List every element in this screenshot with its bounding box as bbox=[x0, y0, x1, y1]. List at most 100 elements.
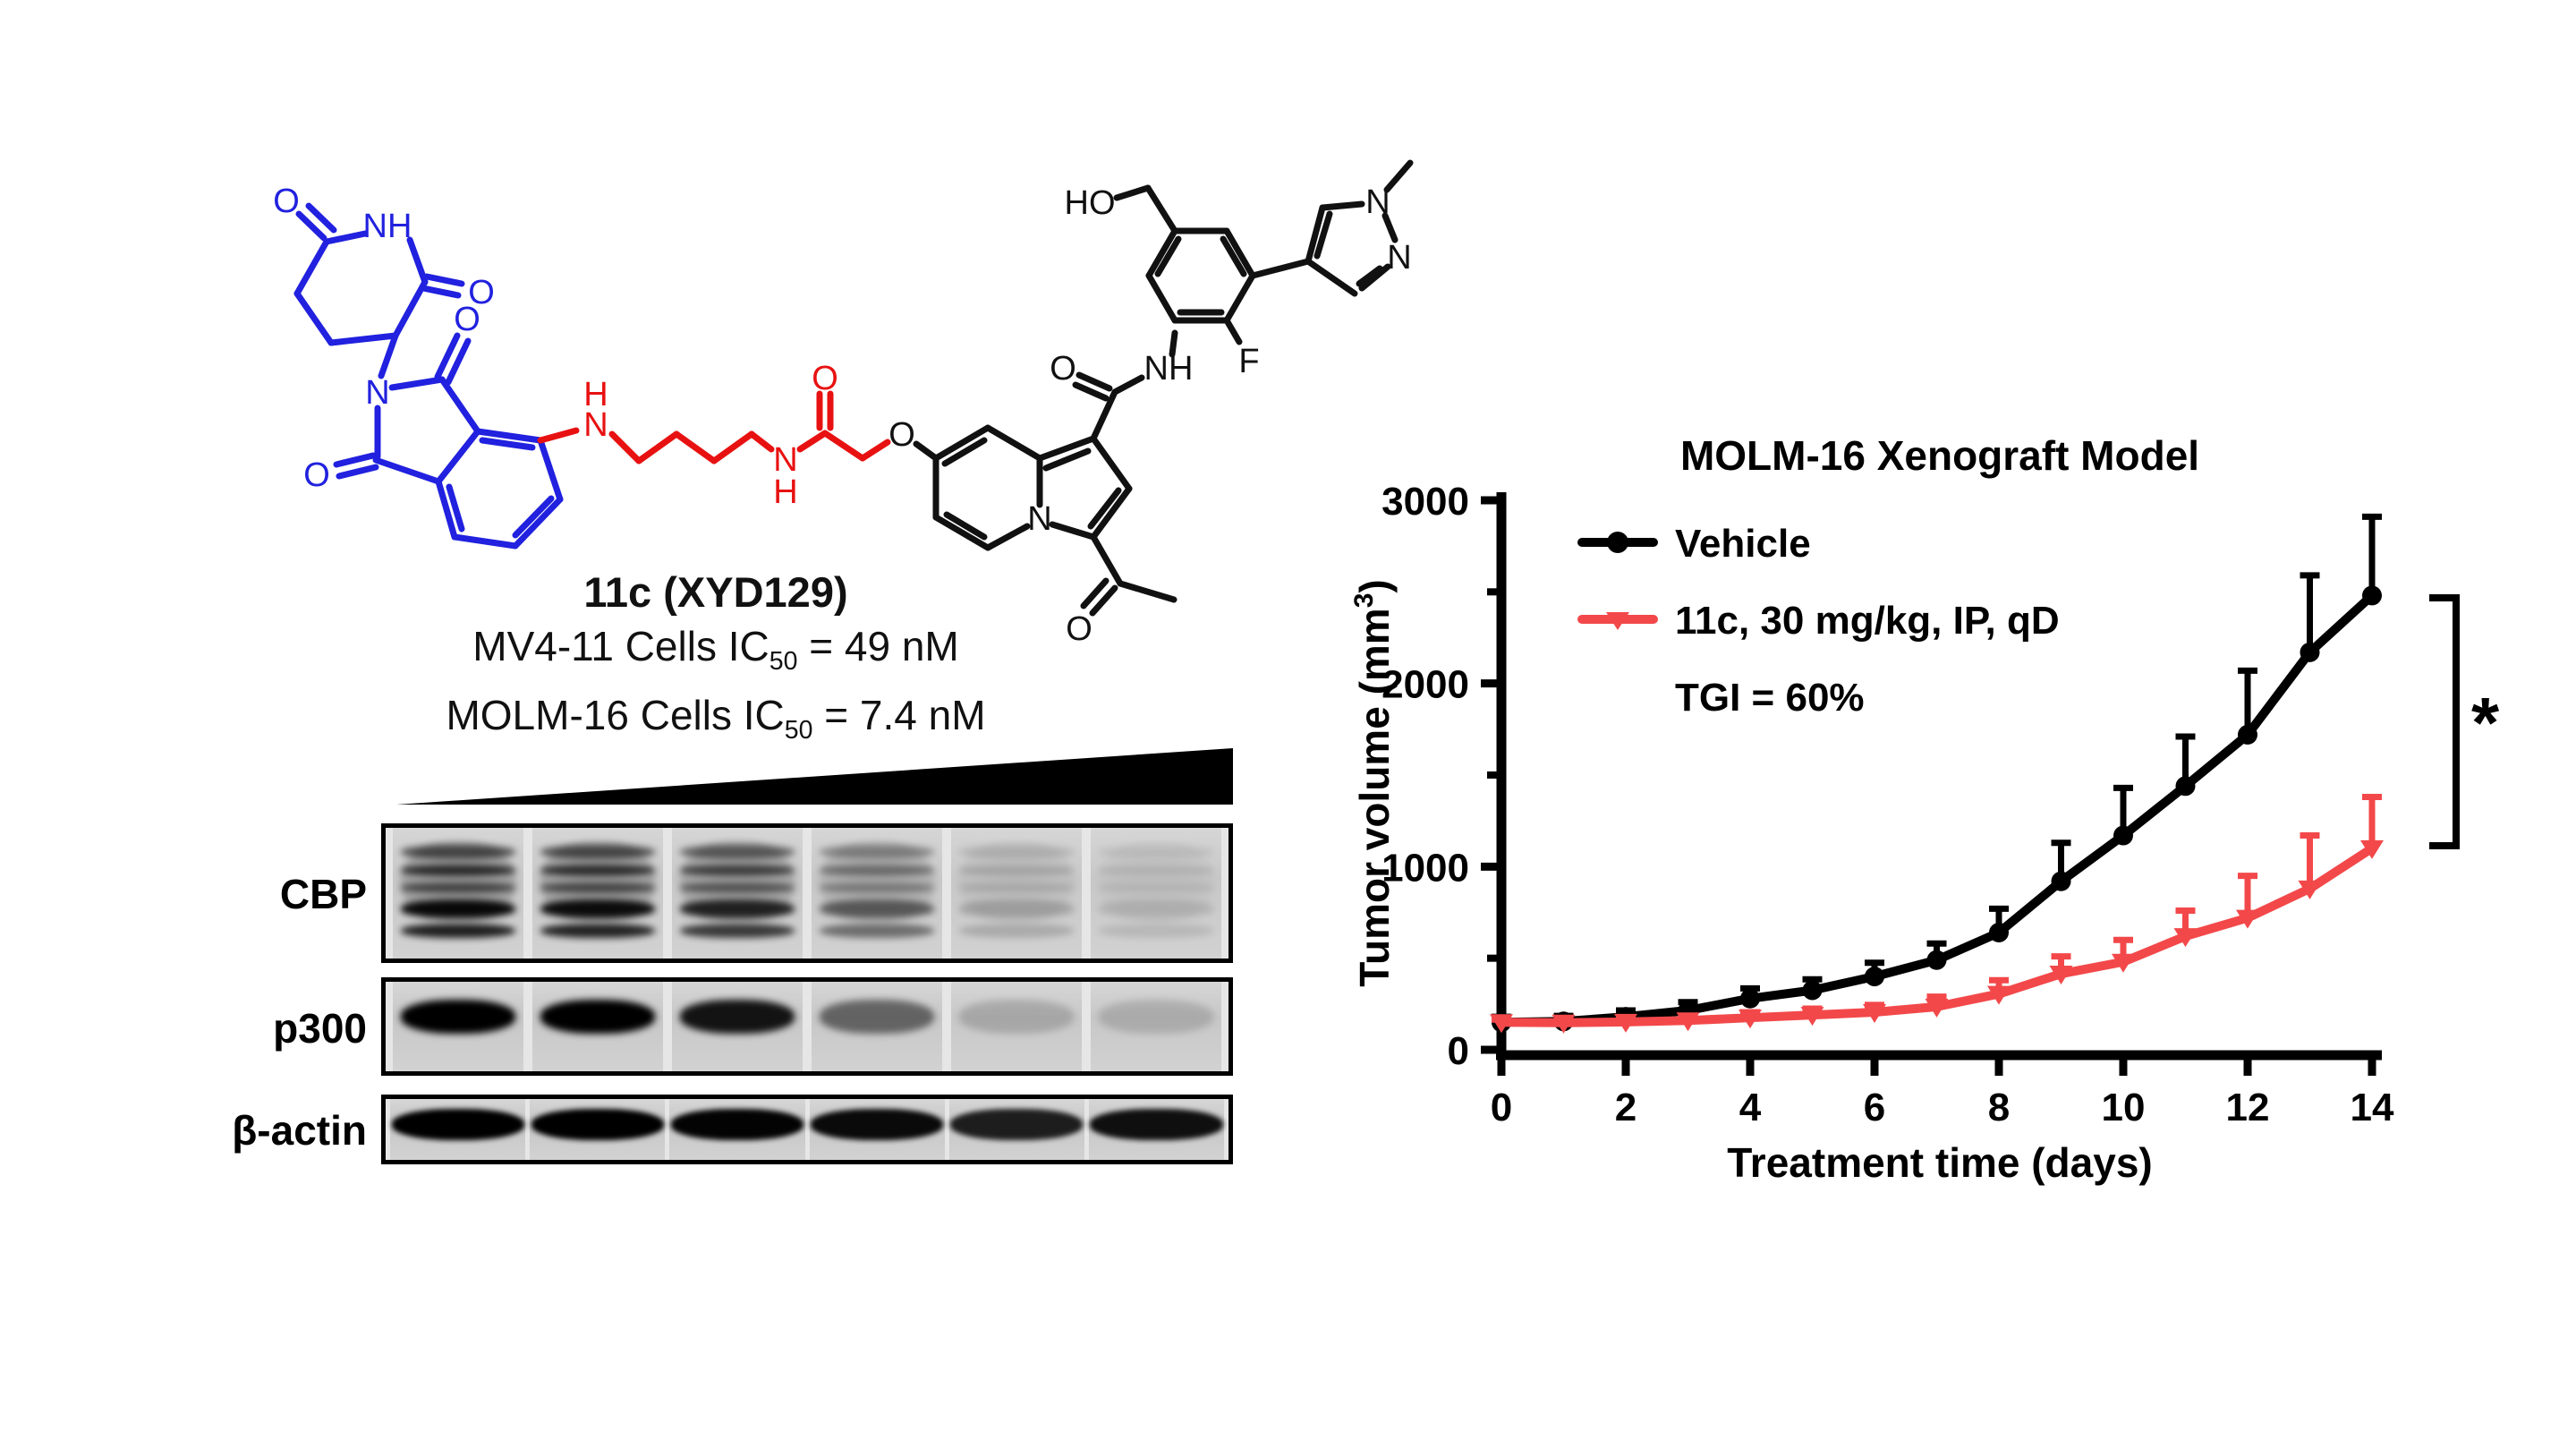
blot-lane bbox=[951, 982, 1082, 1071]
x-tick-label: 0 bbox=[1491, 1086, 1512, 1129]
atom-label-O: O bbox=[1050, 350, 1076, 388]
ic50-line-molm16: MOLM-16 Cells IC50 = 7.4 nM bbox=[331, 688, 1101, 757]
blot-band bbox=[400, 1000, 516, 1034]
data-point-marker bbox=[1865, 967, 1884, 987]
ic50-subscript: 50 bbox=[784, 716, 813, 746]
ic50-prefix: MV4-11 Cells IC bbox=[472, 623, 769, 669]
data-point-marker bbox=[1926, 950, 1947, 970]
legend-marker bbox=[1606, 612, 1629, 630]
y-tick-label: 2000 bbox=[1382, 663, 1469, 707]
data-point-marker bbox=[2298, 880, 2322, 899]
blot-band bbox=[1098, 844, 1214, 860]
blot-band bbox=[679, 882, 795, 893]
y-tick-label: 3000 bbox=[1382, 480, 1469, 524]
x-axis-label: Treatment time (days) bbox=[1727, 1139, 2152, 1186]
blot-band bbox=[531, 1108, 664, 1141]
significance-bracket bbox=[2429, 594, 2460, 849]
blot-lane bbox=[812, 982, 942, 1071]
blot-band bbox=[958, 923, 1075, 938]
atom-label-H: H bbox=[583, 376, 608, 413]
blot-band bbox=[819, 923, 935, 938]
blot-band bbox=[400, 882, 516, 893]
blot-band bbox=[950, 1108, 1084, 1141]
atom-label-O: O bbox=[812, 360, 838, 397]
blot-band bbox=[958, 1000, 1075, 1034]
blot-band bbox=[400, 899, 516, 918]
blot-band bbox=[819, 864, 935, 876]
atom-label-N: N bbox=[1387, 239, 1411, 277]
atom-label-N: N bbox=[773, 441, 797, 479]
legend-marker bbox=[1607, 532, 1628, 553]
blot-band bbox=[679, 899, 795, 918]
data-point-marker bbox=[2238, 724, 2257, 745]
blot-lane bbox=[393, 982, 523, 1071]
blot-band bbox=[679, 923, 795, 938]
legend-label: Vehicle bbox=[1675, 522, 1811, 566]
blot-row-label-p300: p300 bbox=[273, 1005, 367, 1052]
blot-band bbox=[958, 844, 1075, 860]
blot-band bbox=[819, 882, 935, 893]
chart-title: MOLM-16 Xenograft Model bbox=[1680, 432, 2199, 479]
blot-band bbox=[540, 899, 656, 918]
atom-label-O: O bbox=[454, 301, 480, 338]
linker-red: N H N H O bbox=[537, 360, 891, 511]
xenograft-chart: 0 1000 2000 3000 0 2 4 6 8 10 12 14 MOLM-16 Xenograf… bbox=[1342, 385, 2576, 1208]
data-point-marker bbox=[2049, 966, 2073, 985]
data-point-marker bbox=[1989, 923, 2009, 943]
x-tick-label: 8 bbox=[1988, 1086, 2010, 1129]
xenograft-chart-svg: 0 1000 2000 3000 0 2 4 6 8 10 12 14 MOLM-16 Xenograf… bbox=[1349, 432, 2500, 1186]
data-point-marker bbox=[1739, 1010, 1762, 1029]
data-point-marker bbox=[1863, 1004, 1886, 1024]
atom-label-N: N bbox=[1027, 500, 1051, 538]
ic50-value: = 7.4 nM bbox=[812, 692, 986, 739]
x-tick-label: 4 bbox=[1739, 1086, 1762, 1129]
data-point-marker bbox=[2360, 839, 2384, 859]
blot-band bbox=[679, 844, 795, 860]
atom-label-N: N bbox=[583, 406, 608, 444]
ic50-subscript: 50 bbox=[769, 647, 798, 677]
blot-band bbox=[1098, 864, 1214, 876]
ic50-line-mv411: MV4-11 Cells IC50 = 49 nM bbox=[331, 619, 1101, 688]
blot-lane bbox=[951, 828, 1082, 959]
blot-lane bbox=[948, 1099, 1084, 1160]
compound-title: 11c (XYD129) bbox=[583, 568, 848, 616]
data-point-marker bbox=[2362, 585, 2382, 606]
x-tick-label: 2 bbox=[1615, 1086, 1637, 1129]
data-point-marker bbox=[1740, 988, 1760, 1009]
data-point-marker bbox=[2112, 953, 2135, 973]
data-point-marker bbox=[1614, 1013, 1637, 1033]
blot-lane bbox=[532, 828, 663, 959]
data-point-marker bbox=[2236, 909, 2259, 929]
data-point-marker bbox=[2173, 928, 2198, 948]
compound-caption-block: 11c (XYD129) MV4-11 Cells IC50 = 49 nM M… bbox=[331, 566, 1101, 757]
blot-band bbox=[819, 1000, 935, 1034]
blot-band bbox=[1098, 1000, 1214, 1034]
significance-star: * bbox=[2471, 683, 2500, 763]
atom-label-O: O bbox=[303, 456, 330, 494]
cbp-p300-ligand-black: O N O bbox=[888, 159, 1414, 648]
blot-lane bbox=[530, 1099, 666, 1160]
y-tick-label: 0 bbox=[1448, 1029, 1469, 1073]
atom-label-O: O bbox=[888, 416, 915, 454]
blot-band bbox=[958, 882, 1075, 893]
x-tick-label: 6 bbox=[1864, 1086, 1885, 1129]
x-tick-label: 14 bbox=[2351, 1086, 2394, 1129]
blot-panel-actin bbox=[381, 1095, 1233, 1164]
atom-label-O: O bbox=[468, 274, 495, 311]
blot-band bbox=[679, 864, 795, 876]
blot-lane bbox=[1088, 1099, 1225, 1160]
blot-band bbox=[679, 1000, 795, 1034]
data-point-marker bbox=[2300, 642, 2320, 662]
atom-label-F: F bbox=[1238, 343, 1259, 380]
atom-label-O: O bbox=[273, 183, 300, 220]
tgi-annotation: TGI = 60% bbox=[1675, 676, 1865, 720]
blot-band bbox=[400, 923, 516, 938]
data-point-marker bbox=[1802, 980, 1823, 1001]
x-tick-label: 12 bbox=[2226, 1086, 2270, 1129]
blot-band bbox=[819, 899, 935, 918]
blot-band bbox=[958, 899, 1075, 918]
blot-lane bbox=[672, 982, 803, 1071]
chemical-structure: O NH O N O O N H N H O bbox=[273, 159, 1414, 648]
blot-band bbox=[819, 844, 935, 860]
ic50-prefix: MOLM-16 Cells IC bbox=[446, 692, 785, 739]
